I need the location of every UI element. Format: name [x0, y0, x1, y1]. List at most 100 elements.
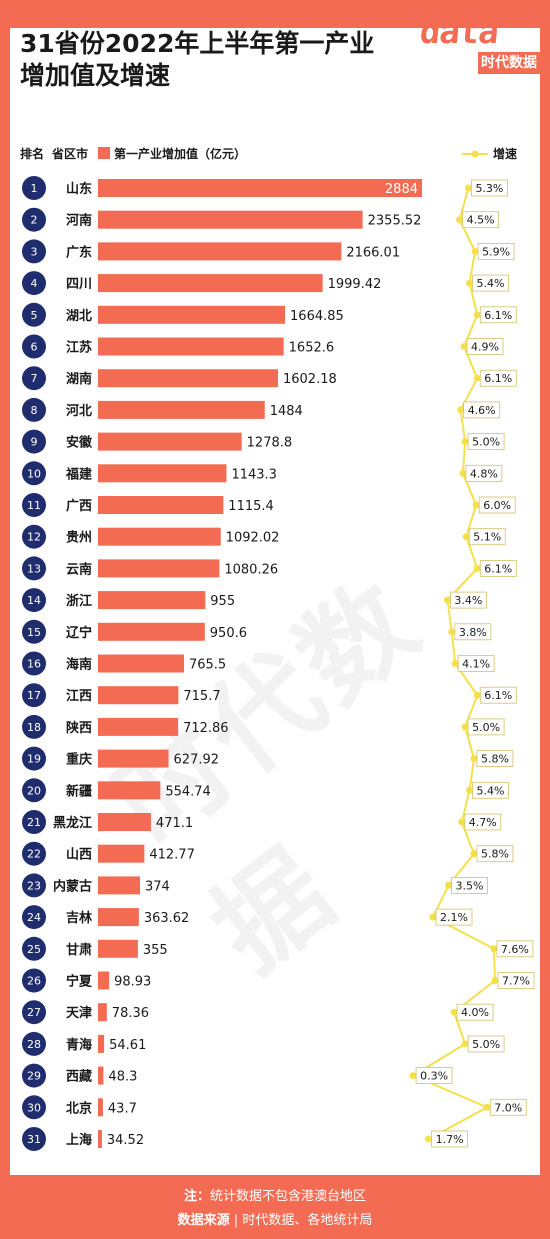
- value-label: 471.1: [156, 816, 193, 831]
- growth-point: [443, 596, 451, 604]
- growth-label: 6.1%: [484, 689, 512, 702]
- growth-point: [483, 1103, 491, 1111]
- growth-label-box: [415, 1067, 453, 1084]
- value-bar: [98, 813, 151, 831]
- rank-badge: [22, 556, 46, 581]
- rank-number: 19: [27, 753, 41, 766]
- value-label: 48.3: [108, 1070, 137, 1085]
- value-label: 1092.02: [226, 531, 280, 546]
- rank-badge: [22, 1127, 46, 1151]
- province-label: 重庆: [66, 752, 92, 768]
- growth-point: [490, 945, 498, 953]
- value-bar: [98, 939, 138, 958]
- value-label: 554.74: [165, 784, 211, 799]
- province-label: 江西: [66, 688, 92, 704]
- rank-badge: [22, 905, 46, 930]
- growth-point: [450, 1008, 458, 1016]
- rank-number: 21: [27, 816, 41, 829]
- province-label: 云南: [66, 561, 92, 577]
- footer: 注：统计数据不包含港澳台地区 数据来源 | 时代数据、各地统计局: [0, 1175, 550, 1239]
- growth-point: [466, 786, 474, 794]
- growth-label-box: [489, 1098, 527, 1116]
- rank-number: 23: [27, 879, 41, 892]
- legend-growth: 增速: [493, 146, 517, 161]
- source-label: 数据来源: [177, 1213, 230, 1228]
- growth-point: [425, 1135, 433, 1143]
- rank-number: 9: [31, 436, 38, 449]
- rank-number: 26: [27, 975, 41, 988]
- growth-label: 0.3%: [420, 1070, 448, 1083]
- growth-label-box: [457, 655, 495, 672]
- rank-number: 4: [31, 277, 38, 290]
- legend-rank: 排名: [20, 146, 44, 161]
- growth-label: 6.1%: [484, 372, 512, 385]
- growth-label-box: [467, 433, 505, 451]
- province-label: 贵州: [66, 530, 92, 546]
- source-text: 时代数据、各地统计局: [242, 1213, 373, 1228]
- value-label: 1080.26: [224, 562, 278, 577]
- growth-label-box: [477, 242, 515, 260]
- growth-point: [459, 469, 467, 477]
- value-label: 2884: [385, 182, 418, 197]
- value-label: 54.61: [109, 1038, 146, 1053]
- province-label: 山东: [66, 181, 92, 197]
- rank-number: 20: [27, 784, 41, 797]
- growth-label-box: [496, 940, 534, 958]
- growth-label-box: [449, 591, 487, 609]
- value-label: 1602.18: [283, 372, 337, 387]
- value-bar: [98, 908, 139, 927]
- growth-point: [456, 216, 464, 224]
- value-label: 2355.52: [368, 214, 422, 229]
- rank-badge: [22, 493, 46, 517]
- growth-point: [491, 977, 499, 984]
- title-line-2: 增加值及增速: [20, 61, 171, 90]
- growth-label: 3.4%: [454, 594, 482, 607]
- growth-label-box: [456, 1003, 494, 1021]
- rank-number: 6: [31, 341, 38, 354]
- province-label: 广西: [66, 498, 92, 514]
- growth-point: [470, 755, 478, 763]
- growth-label: 1.7%: [436, 1133, 464, 1146]
- value-label: 950.6: [210, 626, 247, 641]
- value-label: 412.77: [149, 848, 195, 863]
- growth-label: 2.1%: [440, 911, 468, 924]
- province-label: 西藏: [66, 1069, 92, 1085]
- province-label: 河南: [66, 213, 92, 229]
- rank-badge: [22, 302, 46, 327]
- growth-point: [464, 184, 472, 192]
- growth-label-box: [478, 496, 516, 514]
- province-label: 吉林: [66, 910, 92, 926]
- growth-label-box: [479, 560, 517, 577]
- rank-badge: [22, 746, 46, 771]
- province-label: 陕西: [66, 720, 92, 736]
- rank-number: 14: [27, 594, 41, 607]
- note-label: 注：: [183, 1189, 210, 1204]
- value-bar: [98, 717, 179, 736]
- province-label: 四川: [66, 277, 92, 292]
- province-label: 广东: [66, 244, 92, 260]
- rank-number: 27: [27, 1006, 41, 1019]
- rank-number: 22: [27, 848, 41, 861]
- province-label: 海南: [66, 657, 92, 673]
- province-label: 天津: [66, 1005, 92, 1021]
- value-bar: [98, 242, 342, 261]
- value-bar: [98, 496, 224, 514]
- value-label: 1484: [270, 404, 303, 419]
- growth-point: [451, 660, 459, 667]
- rank-number: 13: [27, 562, 41, 575]
- growth-label: 3.8%: [459, 626, 487, 639]
- value-bar: [98, 432, 242, 451]
- growth-label: 5.0%: [472, 436, 500, 449]
- growth-label-box: [479, 369, 517, 387]
- value-label: 34.52: [107, 1133, 144, 1148]
- rank-number: 8: [31, 404, 38, 417]
- province-label: 新疆: [66, 783, 92, 799]
- growth-label-box: [451, 877, 488, 894]
- value-label: 627.92: [174, 753, 220, 768]
- growth-label: 4.7%: [469, 816, 497, 829]
- value-bar: [98, 591, 206, 610]
- rank-number: 11: [27, 499, 41, 512]
- growth-label: 5.0%: [472, 1038, 500, 1051]
- growth-label: 6.1%: [484, 309, 512, 322]
- province-label: 甘肃: [66, 942, 92, 958]
